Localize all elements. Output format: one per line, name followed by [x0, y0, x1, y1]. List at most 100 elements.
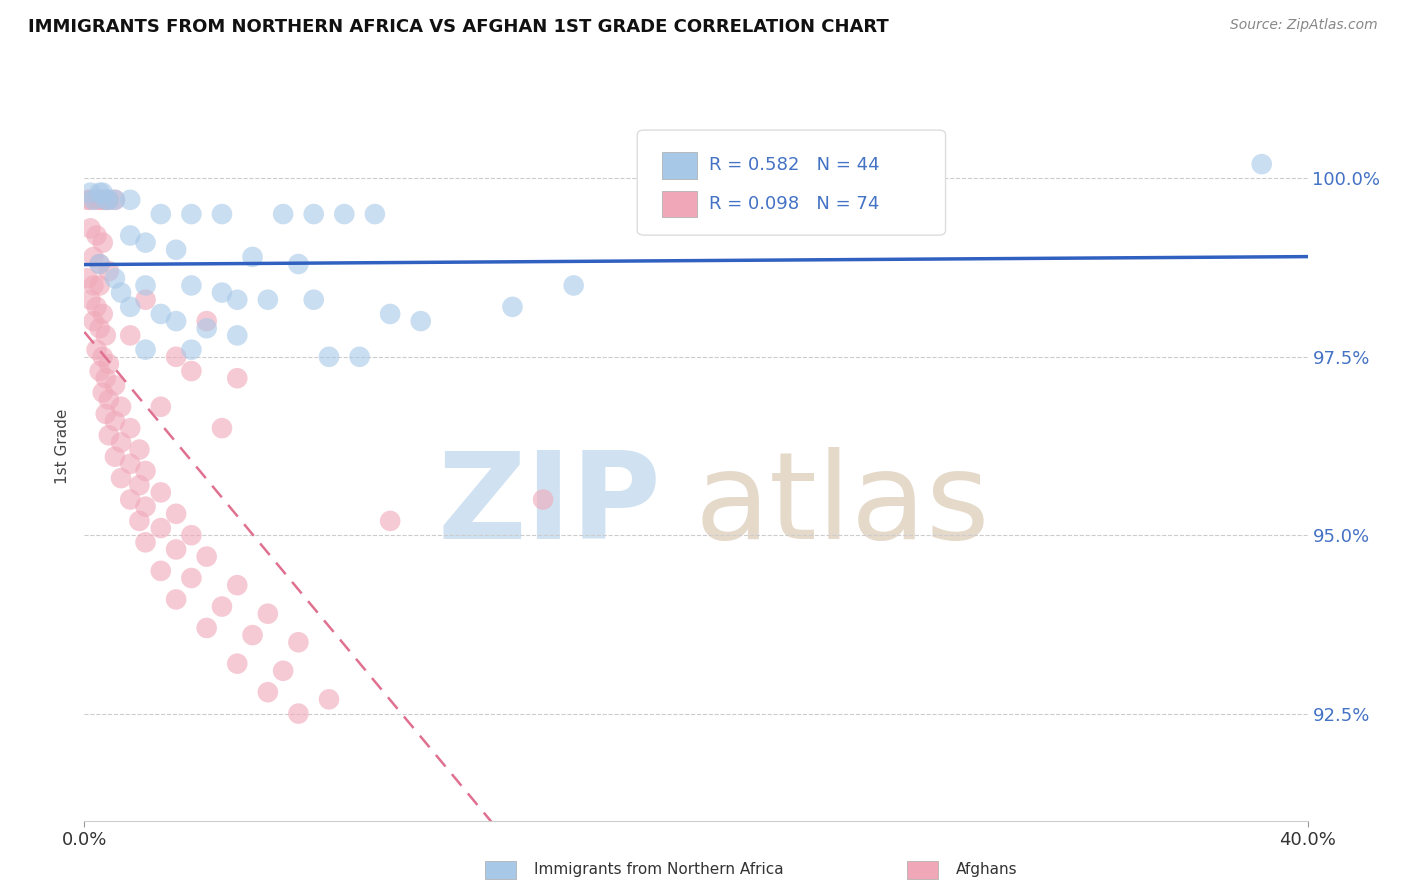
Point [120, 300, 142, 314]
Point [120, 228, 142, 243]
Point [149, 207, 172, 221]
Point [97, 428, 120, 442]
Point [1250, 157, 1272, 171]
Point [135, 278, 157, 293]
Point [104, 271, 127, 285]
Point [91, 193, 114, 207]
Point [531, 492, 554, 507]
Point [79, 193, 101, 207]
Point [86, 300, 108, 314]
Text: atlas: atlas [695, 448, 991, 565]
Point [120, 421, 142, 435]
Text: IMMIGRANTS FROM NORTHERN AFRICA VS AFGHAN 1ST GRADE CORRELATION CHART: IMMIGRANTS FROM NORTHERN AFRICA VS AFGHA… [28, 18, 889, 36]
Point [86, 193, 108, 207]
Point [104, 378, 127, 392]
Point [89, 193, 111, 207]
Point [135, 343, 157, 357]
Point [302, 207, 325, 221]
Point [165, 592, 187, 607]
Point [91, 186, 114, 200]
Point [226, 293, 249, 307]
Point [89, 257, 111, 271]
Point [83, 314, 105, 328]
Point [180, 571, 202, 585]
Point [380, 307, 402, 321]
Point [94, 328, 117, 343]
Point [149, 307, 172, 321]
Point [97, 357, 120, 371]
Point [257, 293, 280, 307]
Point [318, 692, 340, 706]
Point [211, 599, 233, 614]
Y-axis label: 1st Grade: 1st Grade [55, 409, 70, 483]
Point [120, 492, 142, 507]
Point [89, 257, 111, 271]
Point [195, 621, 218, 635]
Point [318, 350, 340, 364]
Point [180, 278, 202, 293]
Point [110, 400, 132, 414]
Point [135, 500, 157, 514]
Point [180, 528, 202, 542]
Point [89, 364, 111, 378]
Point [89, 321, 111, 335]
Point [149, 521, 172, 535]
Point [97, 264, 120, 278]
Point [165, 542, 187, 557]
Point [165, 314, 187, 328]
Point [349, 350, 371, 364]
Text: Afghans: Afghans [956, 863, 1018, 877]
Point [91, 350, 114, 364]
Point [211, 285, 233, 300]
Point [91, 235, 114, 250]
Point [149, 400, 172, 414]
Point [257, 685, 280, 699]
Point [165, 243, 187, 257]
Point [128, 514, 150, 528]
Point [83, 278, 105, 293]
Point [86, 343, 108, 357]
Point [149, 564, 172, 578]
Point [104, 193, 127, 207]
Point [120, 193, 142, 207]
Point [165, 350, 187, 364]
Point [135, 235, 157, 250]
Point [128, 478, 150, 492]
Point [271, 207, 294, 221]
Point [135, 464, 157, 478]
Point [502, 300, 524, 314]
Point [79, 186, 101, 200]
Point [380, 514, 402, 528]
Point [89, 186, 111, 200]
Point [135, 535, 157, 549]
Point [97, 193, 120, 207]
Point [76, 193, 98, 207]
Point [110, 471, 132, 485]
Point [97, 193, 120, 207]
Point [287, 635, 309, 649]
Point [120, 457, 142, 471]
Point [94, 371, 117, 385]
Point [180, 207, 202, 221]
Point [104, 193, 127, 207]
Text: R = 0.582   N = 44: R = 0.582 N = 44 [709, 156, 880, 175]
Point [242, 628, 264, 642]
Point [333, 207, 356, 221]
Point [89, 278, 111, 293]
Point [110, 285, 132, 300]
Text: Source: ZipAtlas.com: Source: ZipAtlas.com [1230, 18, 1378, 32]
Point [149, 485, 172, 500]
Point [165, 507, 187, 521]
Point [562, 278, 585, 293]
Point [91, 307, 114, 321]
Point [94, 193, 117, 207]
Point [195, 321, 218, 335]
Point [104, 414, 127, 428]
Point [110, 435, 132, 450]
Point [83, 250, 105, 264]
Point [271, 664, 294, 678]
Point [211, 421, 233, 435]
Point [120, 328, 142, 343]
Text: ZIP: ZIP [437, 448, 661, 565]
Point [94, 407, 117, 421]
